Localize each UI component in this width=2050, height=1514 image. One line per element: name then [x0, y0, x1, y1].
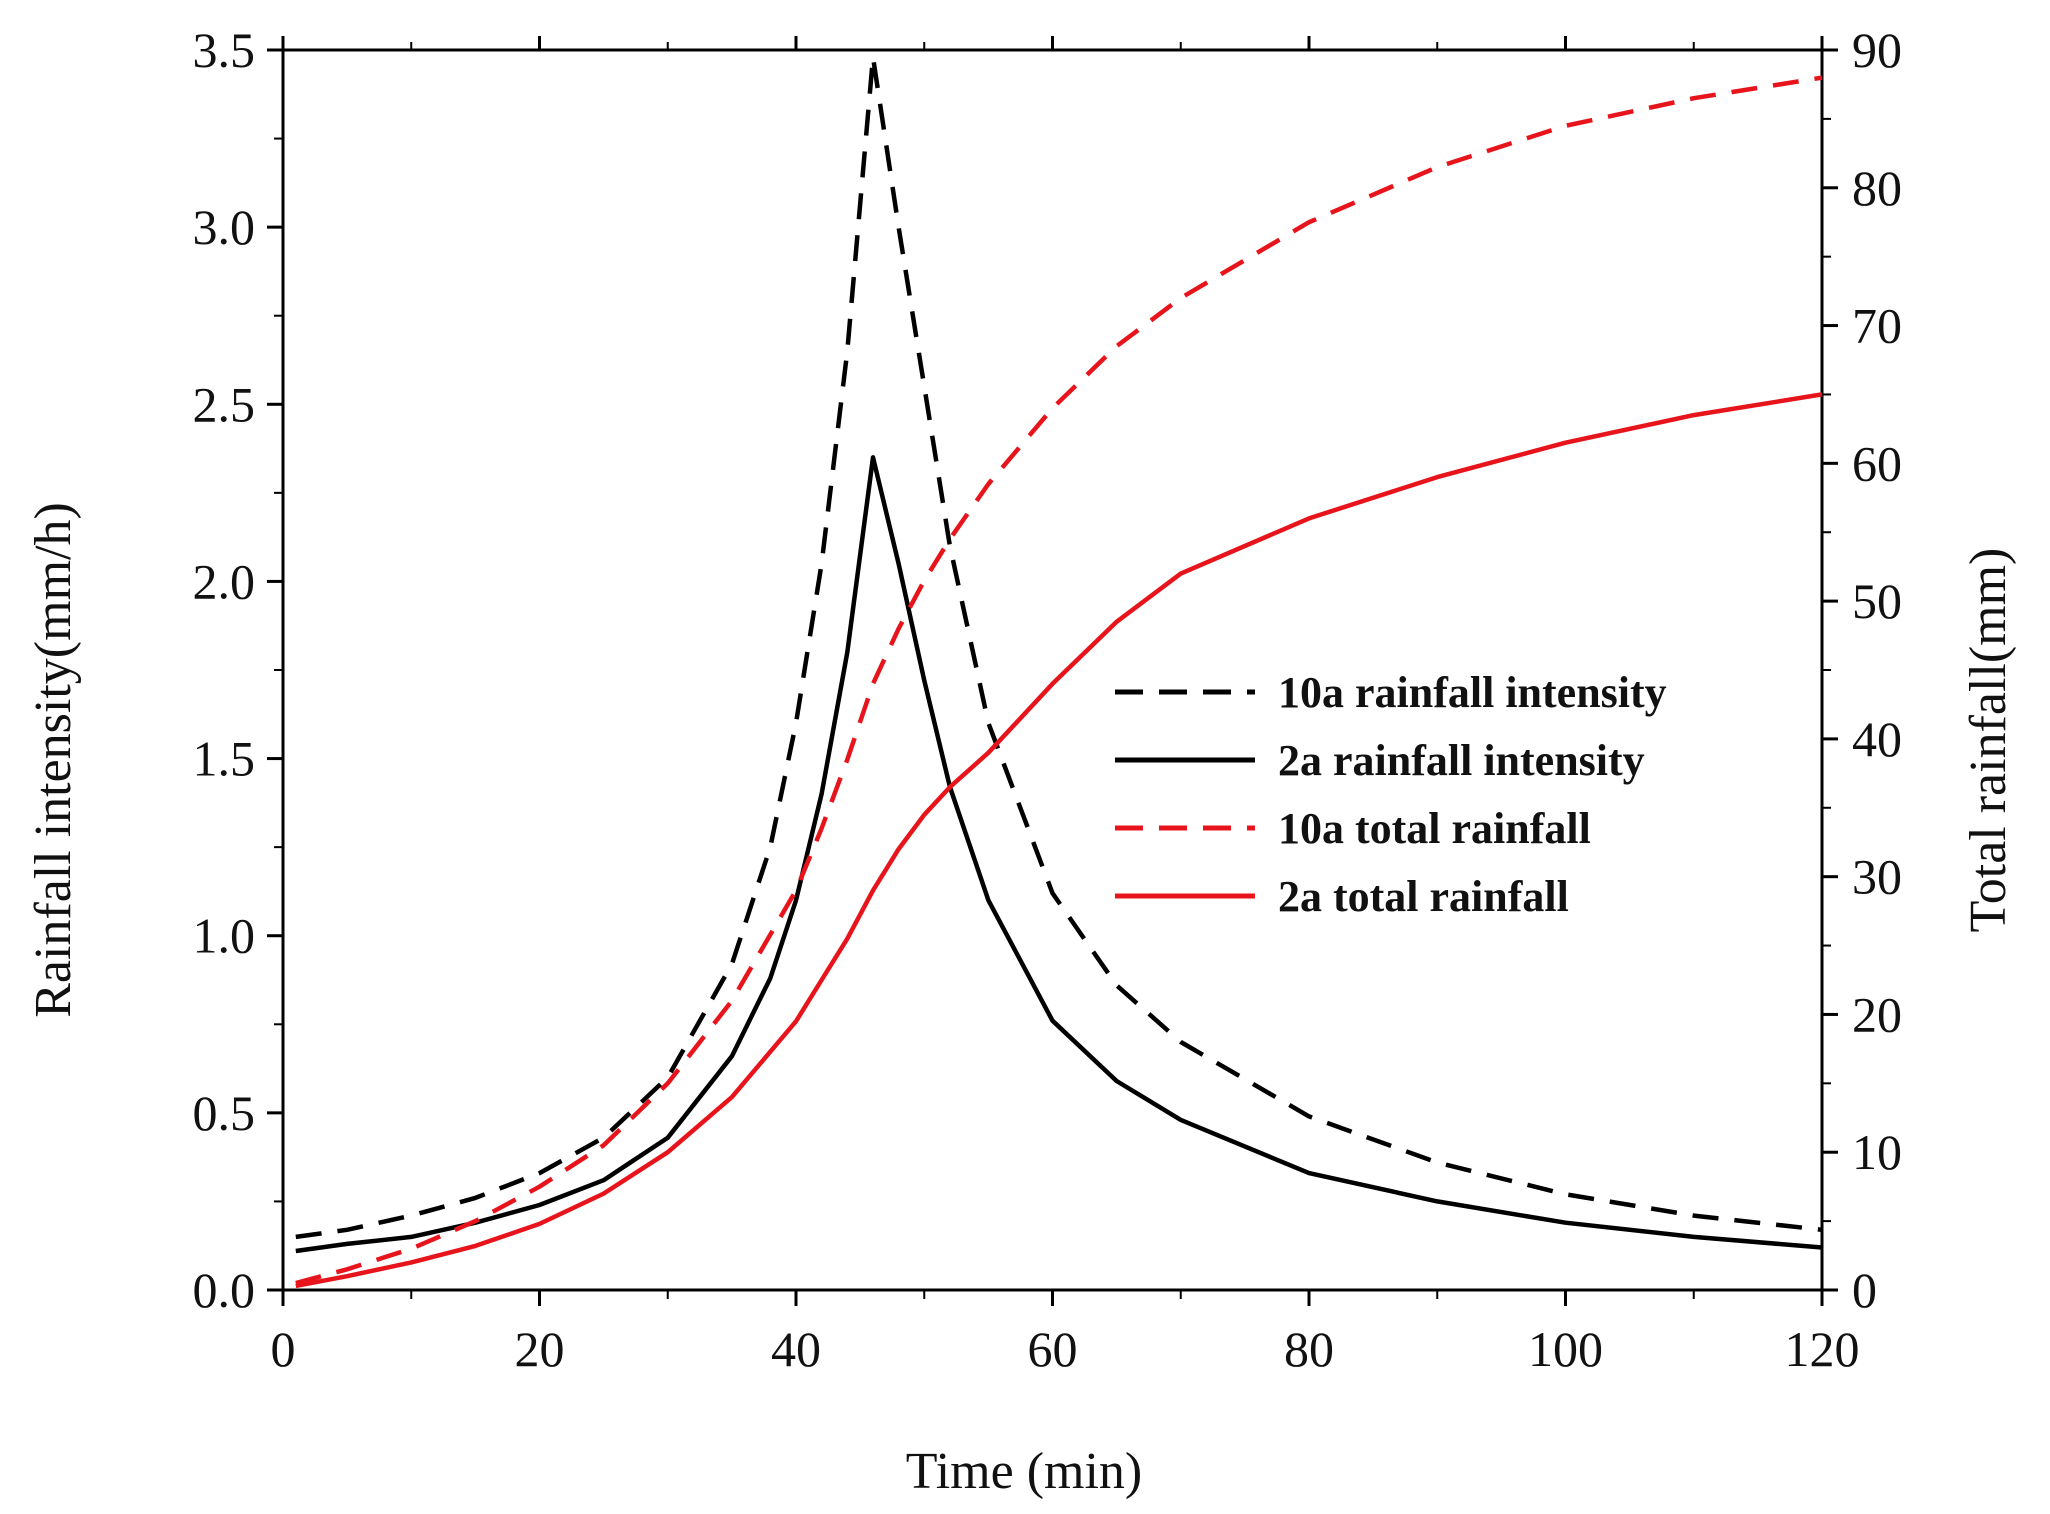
y-tick-label: 2.0	[193, 553, 256, 609]
y-tick-label: 1.0	[193, 908, 256, 964]
left-y-axis-title: Rainfall intensity(mm/h)	[25, 502, 82, 1018]
y2-tick-label: 0	[1852, 1262, 1877, 1318]
series-layer	[295, 54, 1823, 1289]
x-axis: 0 20 40 60 80 100 120	[271, 36, 1860, 1377]
x-axis-title: Time (min)	[906, 1443, 1142, 1500]
x-tick-label: 120	[1785, 1321, 1860, 1377]
y-tick-label: 3.5	[193, 22, 256, 78]
x-tick-label: 80	[1284, 1321, 1334, 1377]
y2-tick-label: 40	[1852, 711, 1902, 767]
legend-label: 2a rainfall intensity	[1278, 736, 1645, 785]
x-tick-label: 100	[1528, 1321, 1603, 1377]
y-tick-label: 2.5	[193, 376, 256, 432]
y-tick-label: 0.5	[193, 1085, 256, 1141]
y2-tick-label: 80	[1852, 160, 1902, 216]
y2-tick-label: 30	[1852, 849, 1902, 905]
y-tick-label: 3.0	[193, 199, 256, 255]
y2-tick-label: 70	[1852, 298, 1902, 354]
y-tick-label: 0.0	[193, 1262, 256, 1318]
y2-tick-label: 60	[1852, 435, 1902, 491]
right-y-axis-title: Total rainfall(mm)	[1960, 548, 2017, 933]
left-y-axis: 0.0 0.5 1.0 1.5 2.0 2.5 3.0 3.5	[193, 22, 283, 1318]
x-tick-label: 20	[515, 1321, 565, 1377]
series-line-2a-total-rainfall	[295, 392, 1823, 1289]
x-tick-label: 40	[771, 1321, 821, 1377]
y2-tick-label: 10	[1852, 1124, 1902, 1180]
y-tick-label: 1.5	[193, 731, 256, 787]
right-y-axis: 0 10 20 30 40 50 60 70 80 90	[1822, 22, 1902, 1318]
y2-tick-label: 50	[1852, 573, 1902, 629]
legend: 10a rainfall intensity 2a rainfall intens…	[1115, 668, 1667, 921]
y2-tick-label: 90	[1852, 22, 1902, 78]
series-line-2a-rainfall-intensity	[295, 455, 1823, 1254]
legend-label: 2a total rainfall	[1278, 872, 1569, 921]
legend-label: 10a total rainfall	[1278, 804, 1591, 853]
series-line-10a-rainfall-intensity	[295, 54, 1823, 1240]
legend-label: 10a rainfall intensity	[1278, 668, 1667, 717]
x-tick-label: 0	[271, 1321, 296, 1377]
x-tick-label: 60	[1028, 1321, 1078, 1377]
y2-tick-label: 20	[1852, 986, 1902, 1042]
